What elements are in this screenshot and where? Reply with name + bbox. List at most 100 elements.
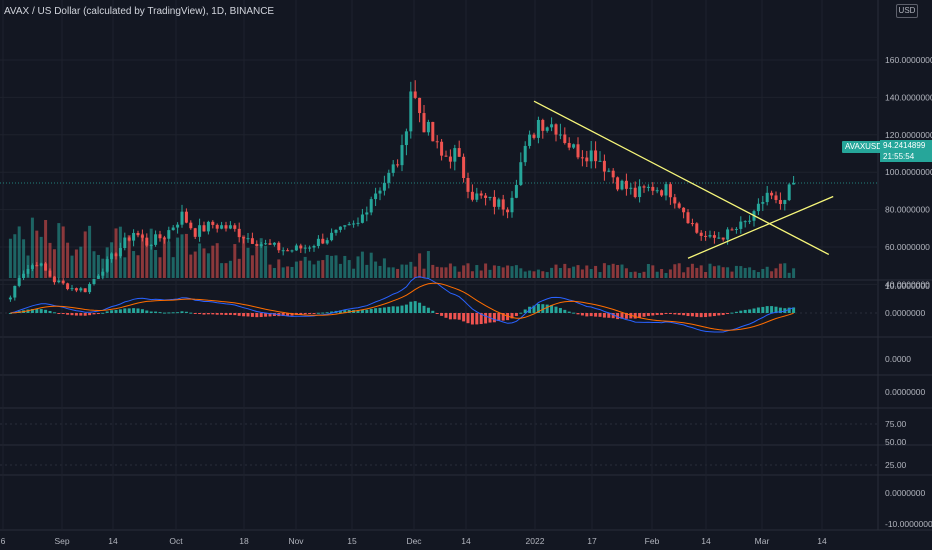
- volume-bar: [374, 261, 378, 278]
- volume-bar: [180, 234, 184, 278]
- volume-bar: [492, 265, 496, 278]
- macd-histogram-bar: [365, 309, 369, 313]
- candle-body: [774, 195, 778, 200]
- candle-body: [145, 237, 149, 246]
- volume-bar: [655, 271, 659, 278]
- volume-bar: [690, 263, 694, 278]
- candle-body: [382, 182, 386, 191]
- candle-body: [26, 268, 30, 274]
- candle-body: [528, 134, 532, 146]
- volume-bar: [286, 266, 290, 278]
- candle-body: [52, 276, 56, 283]
- currency-button[interactable]: USD: [896, 4, 918, 18]
- macd-histogram-bar: [440, 313, 444, 316]
- candle-body: [607, 170, 611, 172]
- macd-histogram-bar: [246, 313, 250, 317]
- trendlines[interactable]: [533, 100, 834, 259]
- macd-histogram-bar: [466, 313, 470, 324]
- candle-body: [594, 150, 598, 162]
- volume-bar: [721, 267, 725, 278]
- volume-bar: [264, 245, 268, 278]
- time-tick-label: Mar: [755, 536, 770, 546]
- volume-bar: [497, 265, 501, 278]
- macd-histogram-bar: [448, 313, 452, 320]
- macd-histogram-bar: [602, 313, 606, 318]
- volume-bar: [594, 265, 598, 278]
- macd-histogram-bar: [145, 310, 149, 313]
- volume-bar: [171, 257, 175, 278]
- candle-body: [712, 235, 716, 238]
- volume-bar: [783, 263, 787, 278]
- volume-bar: [35, 230, 39, 278]
- volume-bar: [325, 254, 329, 278]
- volume-bar: [642, 271, 646, 278]
- candle-body: [88, 283, 92, 293]
- candle-body: [70, 288, 74, 290]
- macd-histogram-bar: [514, 313, 518, 317]
- candle-body: [22, 273, 26, 278]
- macd-histogram-bar: [563, 309, 567, 313]
- macd-histogram-bar: [655, 313, 659, 315]
- candle-body: [734, 228, 738, 230]
- volume-bar: [277, 259, 281, 278]
- macd-histogram-bar: [660, 313, 664, 315]
- candle-body: [602, 160, 606, 172]
- candle-body: [246, 238, 250, 240]
- signal-line: [10, 282, 794, 331]
- volume-bar: [550, 267, 554, 278]
- candle-body: [277, 242, 281, 251]
- candle-body: [61, 280, 65, 284]
- volume-bar: [413, 266, 417, 278]
- volume-bar: [281, 267, 285, 278]
- macd-histogram-bar: [321, 312, 325, 314]
- macd-histogram-bar: [132, 308, 136, 313]
- candle-body: [457, 148, 461, 157]
- candle-body: [730, 229, 734, 231]
- macd-histogram-bar: [734, 311, 738, 313]
- volume-bar: [228, 260, 232, 278]
- macd-histogram-bar: [576, 313, 580, 315]
- macd-histogram-bar: [30, 309, 34, 313]
- macd-histogram-bar: [743, 309, 747, 313]
- macd-histogram-bar: [651, 313, 655, 316]
- volume-bar: [479, 270, 483, 278]
- macd-histogram-bar: [426, 307, 430, 313]
- candle-body: [352, 223, 356, 225]
- candle-body: [171, 227, 175, 231]
- volume-bar: [57, 223, 61, 278]
- macd-histogram-bar: [281, 313, 285, 317]
- candle-body: [651, 186, 655, 191]
- macd-histogram-bar: [96, 313, 100, 314]
- candle-body: [673, 197, 677, 204]
- candle-body: [215, 224, 219, 229]
- candle-body: [176, 224, 180, 228]
- macd-histogram-bar: [57, 313, 61, 314]
- macd-histogram-bar: [338, 310, 342, 313]
- time-tick-label: 14: [108, 536, 118, 546]
- volume-bar: [356, 256, 360, 278]
- candle-body: [743, 221, 747, 223]
- candle-body: [629, 187, 633, 189]
- candle-body: [294, 245, 298, 251]
- candle-body: [655, 190, 659, 192]
- candle-body: [470, 191, 474, 200]
- candle-body: [475, 193, 479, 200]
- candle-body: [541, 119, 545, 131]
- macd-histogram-bar: [167, 312, 171, 314]
- candle-body: [783, 200, 787, 205]
- volume-bar: [462, 265, 466, 278]
- indicator-tick-label: 25.00: [885, 460, 907, 470]
- volume-bar: [321, 260, 325, 278]
- macd-histogram-bar: [118, 309, 122, 313]
- macd-histogram-bar: [673, 313, 677, 315]
- candle-body: [286, 250, 290, 252]
- volume-bar: [48, 242, 52, 278]
- macd-histogram-bar: [633, 313, 637, 319]
- price-tick-label: 120.0000000: [885, 130, 932, 140]
- volume-bar: [717, 265, 721, 278]
- macd-histogram-bar: [778, 307, 782, 313]
- macd-histogram-bar: [756, 307, 760, 313]
- volume-bar: [501, 267, 505, 278]
- candle-body: [501, 199, 505, 210]
